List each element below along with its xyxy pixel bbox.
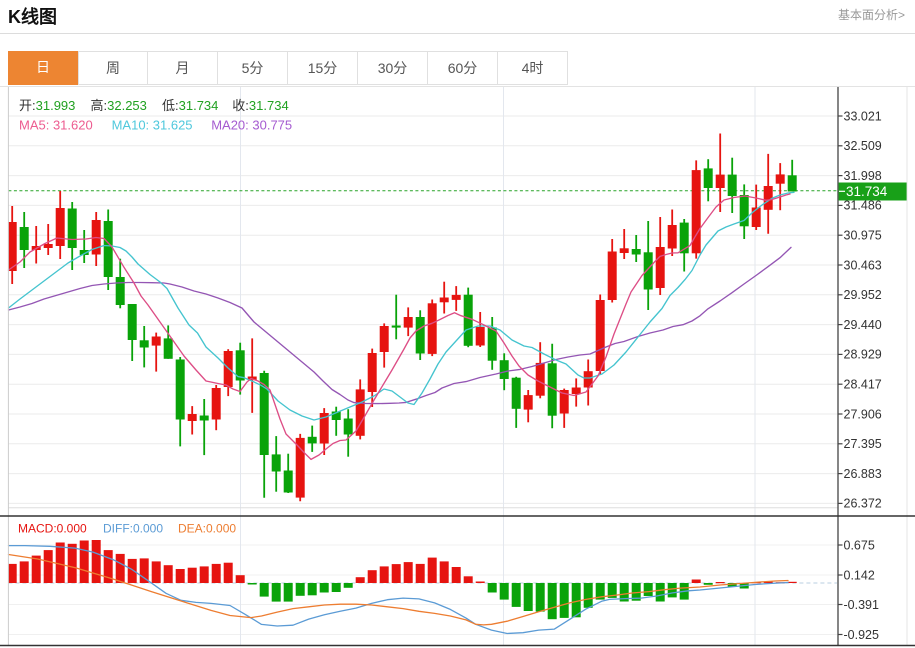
- svg-text:-0.925: -0.925: [844, 628, 879, 642]
- svg-text:-0.391: -0.391: [844, 598, 879, 612]
- svg-text:29.952: 29.952: [844, 288, 882, 302]
- svg-text:0.142: 0.142: [844, 568, 875, 582]
- svg-text:28.929: 28.929: [844, 348, 882, 362]
- svg-text:29.440: 29.440: [844, 318, 882, 332]
- svg-text:31.486: 31.486: [844, 199, 882, 213]
- svg-text:26.372: 26.372: [844, 497, 882, 511]
- svg-text:30.975: 30.975: [844, 229, 882, 243]
- svg-text:28.417: 28.417: [844, 378, 882, 392]
- svg-text:32.509: 32.509: [844, 139, 882, 153]
- svg-text:31.998: 31.998: [844, 169, 882, 183]
- svg-text:26.883: 26.883: [844, 467, 882, 481]
- svg-text:27.906: 27.906: [844, 407, 882, 421]
- svg-text:0.675: 0.675: [844, 538, 875, 552]
- svg-text:27.395: 27.395: [844, 437, 882, 451]
- svg-text:31.734: 31.734: [846, 184, 888, 199]
- svg-text:33.021: 33.021: [844, 109, 882, 123]
- svg-text:30.463: 30.463: [844, 258, 882, 272]
